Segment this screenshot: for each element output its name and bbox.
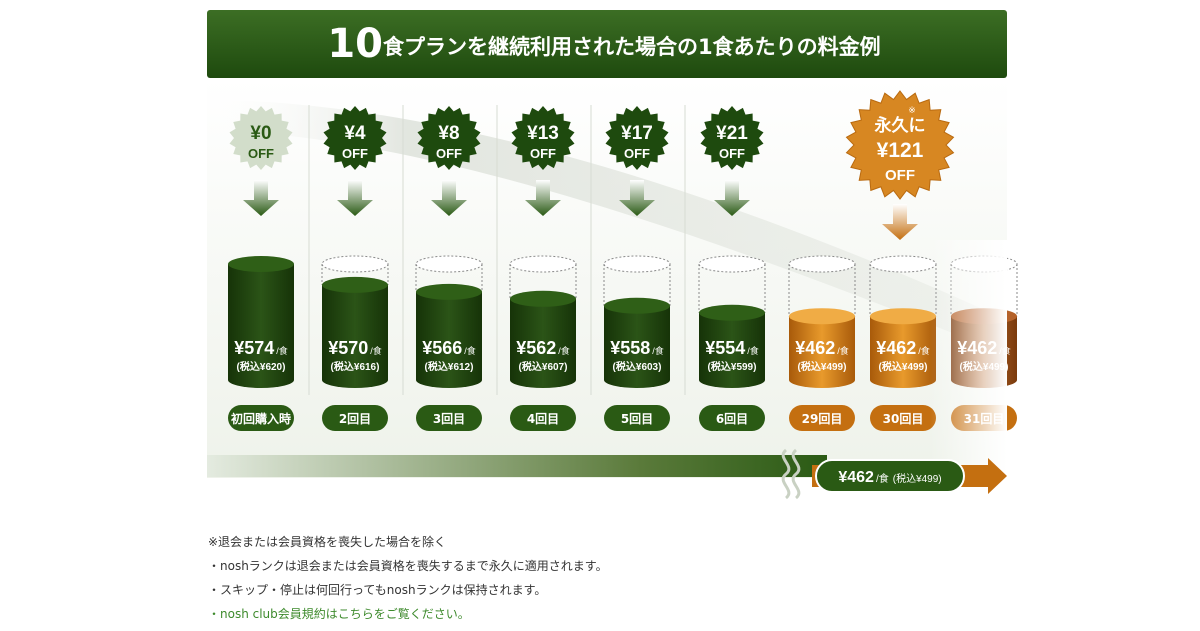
price-label: ¥566/食 [422, 338, 476, 358]
price-label: ¥554/食 [705, 338, 759, 358]
cylinder-rim [321, 255, 389, 273]
note-exclusion: ※退会または会員資格を喪失した場合を除く [208, 535, 447, 549]
continuation-label: ¥462/食 (税込¥499) [838, 469, 941, 486]
order-count-pill [699, 405, 765, 431]
discount-badge [700, 106, 764, 170]
order-count-label: 6回目 [716, 412, 748, 426]
order-count-pill [510, 405, 576, 431]
discount-amount: ¥0 [250, 123, 271, 144]
cylinder-top [789, 308, 855, 325]
order-count-pill [870, 405, 936, 431]
discount-badge [511, 106, 575, 170]
price-cylinder [228, 264, 294, 388]
cylinder-top [322, 276, 388, 293]
continuation-pill [815, 459, 965, 493]
cylinder-top [228, 256, 294, 272]
cylinder-top [699, 304, 765, 321]
tax-label: (税込¥607) [519, 360, 568, 373]
note-rank-kept: ・スキップ・停止は何回行ってもnoshランクは保持されます。 [208, 583, 547, 597]
price-cylinder [604, 305, 670, 388]
price-label: ¥562/食 [516, 338, 570, 358]
discount-badge [605, 106, 669, 170]
discount-amount: ¥17 [621, 123, 653, 144]
tax-label: (税込¥499) [798, 360, 847, 373]
discount-off: OFF [719, 146, 745, 161]
down-arrow [619, 180, 655, 216]
timeline-bar [207, 455, 827, 477]
cylinder-top [604, 297, 670, 314]
right-fade [930, 240, 1007, 480]
cylinder-rim [698, 255, 766, 273]
permanent-prefix: 永久に [874, 115, 926, 136]
price-cylinder [699, 312, 765, 388]
price-label: ¥570/食 [328, 338, 382, 358]
cylinder-rim [415, 255, 483, 273]
down-arrow [337, 180, 373, 216]
cylinder-rim [788, 255, 856, 273]
order-count-label: 29回目 [802, 412, 843, 426]
order-count-label: 5回目 [621, 412, 653, 426]
price-label: ¥558/食 [610, 338, 664, 358]
order-count-pill [416, 405, 482, 431]
order-count-pill [322, 405, 388, 431]
down-arrow [714, 180, 750, 216]
down-arrow [431, 180, 467, 216]
discount-amount: ¥21 [716, 123, 748, 144]
order-count-label: 2回目 [339, 412, 371, 426]
order-count-label: 30回目 [883, 412, 924, 426]
down-arrow [243, 180, 279, 216]
order-count-pill [789, 405, 855, 431]
discount-badge [229, 106, 293, 170]
break-mark [781, 448, 791, 500]
discount-off: OFF [530, 146, 556, 161]
discount-off: OFF [248, 146, 274, 161]
order-count-pill [604, 405, 670, 431]
order-count-label: 初回購入時 [231, 411, 291, 426]
tax-label: (税込¥620) [237, 360, 286, 373]
chart-title: 10食プランを継続利用された場合の1食あたりの料金例 [327, 21, 880, 67]
note-rank-permanent: ・noshランクは退会または会員資格を喪失するまで永久に適用されます。 [208, 559, 608, 573]
tax-label: (税込¥612) [425, 360, 474, 373]
note-mark: ※ [908, 106, 916, 116]
permanent-off: OFF [885, 167, 915, 184]
permanent-discount-badge [845, 90, 955, 200]
price-cylinder [870, 316, 936, 388]
order-count-pill [228, 405, 294, 431]
discount-badge [323, 106, 387, 170]
discount-amount: ¥13 [527, 123, 559, 144]
discount-amount: ¥8 [438, 123, 459, 144]
tax-label: (税込¥599) [708, 360, 757, 373]
order-count-label: 3回目 [433, 412, 465, 426]
title-banner [207, 10, 1007, 78]
order-count-label: 4回目 [527, 412, 559, 426]
price-label: ¥462/食 [795, 338, 849, 358]
tax-label: (税込¥499) [879, 360, 928, 373]
price-cylinder [416, 291, 482, 388]
price-label: ¥574/食 [234, 338, 288, 358]
discount-off: OFF [436, 146, 462, 161]
tax-label: (税込¥603) [613, 360, 662, 373]
down-arrow [525, 180, 561, 216]
discount-off: OFF [342, 146, 368, 161]
cylinder-top [870, 308, 936, 325]
tax-label: (税込¥616) [331, 360, 380, 373]
permanent-amount: ¥121 [877, 139, 924, 162]
terms-link[interactable]: ・nosh club会員規約はこちらをご覧ください。 [208, 607, 470, 621]
notes: ※退会または会員資格を喪失した場合を除く ・noshランクは退会または会員資格を… [208, 530, 608, 626]
price-label: ¥462/食 [876, 338, 930, 358]
price-cylinder [510, 298, 576, 388]
cylinder-top [510, 290, 576, 307]
cylinder-rim [869, 255, 937, 273]
cylinder-top [416, 283, 482, 300]
cylinder-rim [603, 255, 671, 273]
discount-badge [417, 106, 481, 170]
discount-amount: ¥4 [344, 123, 366, 144]
discount-off: OFF [624, 146, 650, 161]
price-cylinder [322, 284, 388, 388]
price-cylinder [789, 316, 855, 388]
down-arrow-permanent [882, 204, 918, 240]
cylinder-rim [509, 255, 577, 273]
